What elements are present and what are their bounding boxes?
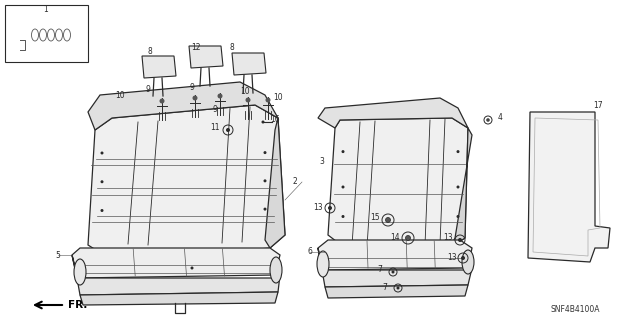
Circle shape xyxy=(159,99,164,103)
Polygon shape xyxy=(318,98,468,128)
Text: 6: 6 xyxy=(308,248,312,256)
Polygon shape xyxy=(232,53,266,75)
Text: 3: 3 xyxy=(319,158,324,167)
Circle shape xyxy=(461,256,465,260)
Text: 8: 8 xyxy=(230,43,234,53)
Polygon shape xyxy=(72,248,280,278)
Polygon shape xyxy=(189,46,223,68)
Text: 9: 9 xyxy=(189,84,195,93)
Circle shape xyxy=(456,215,460,218)
Text: 12: 12 xyxy=(191,43,201,53)
Circle shape xyxy=(392,271,394,273)
Circle shape xyxy=(264,208,266,211)
Circle shape xyxy=(193,95,198,100)
Circle shape xyxy=(264,179,266,182)
Polygon shape xyxy=(450,128,472,248)
Polygon shape xyxy=(88,105,285,262)
Circle shape xyxy=(342,215,344,218)
Ellipse shape xyxy=(462,250,474,274)
Polygon shape xyxy=(318,248,472,287)
Circle shape xyxy=(342,150,344,153)
Polygon shape xyxy=(528,112,610,262)
Circle shape xyxy=(100,180,104,183)
Text: 15: 15 xyxy=(370,213,380,222)
Circle shape xyxy=(218,93,223,99)
Circle shape xyxy=(246,98,250,102)
Text: 17: 17 xyxy=(593,100,603,109)
Polygon shape xyxy=(325,285,468,298)
Circle shape xyxy=(328,206,332,210)
Circle shape xyxy=(458,238,462,242)
Text: 16: 16 xyxy=(270,115,280,124)
Text: 13: 13 xyxy=(447,254,457,263)
Ellipse shape xyxy=(74,259,86,285)
Circle shape xyxy=(385,218,390,222)
Circle shape xyxy=(342,186,344,189)
Polygon shape xyxy=(265,118,285,248)
Text: 5: 5 xyxy=(56,250,60,259)
Text: 11: 11 xyxy=(211,123,220,132)
Text: 14: 14 xyxy=(390,233,400,241)
Circle shape xyxy=(456,150,460,153)
Text: 1: 1 xyxy=(44,5,49,14)
Text: 7: 7 xyxy=(383,283,387,292)
Polygon shape xyxy=(72,255,280,295)
Polygon shape xyxy=(318,240,472,270)
Circle shape xyxy=(266,98,271,102)
Text: 2: 2 xyxy=(292,177,298,187)
Circle shape xyxy=(262,121,264,123)
Text: FR.: FR. xyxy=(68,300,88,310)
Circle shape xyxy=(191,266,193,270)
Text: 13: 13 xyxy=(443,234,453,242)
Text: SNF4B4100A: SNF4B4100A xyxy=(550,306,600,315)
Circle shape xyxy=(397,286,399,290)
Circle shape xyxy=(486,118,490,122)
Text: 4: 4 xyxy=(497,114,502,122)
Ellipse shape xyxy=(317,251,329,277)
Text: 10: 10 xyxy=(240,87,250,97)
Polygon shape xyxy=(88,82,278,130)
Polygon shape xyxy=(328,118,468,248)
Circle shape xyxy=(264,151,266,154)
Text: 10: 10 xyxy=(273,93,283,101)
Text: 13: 13 xyxy=(313,203,323,211)
Circle shape xyxy=(100,152,104,154)
Circle shape xyxy=(226,128,230,132)
Polygon shape xyxy=(142,56,176,78)
Circle shape xyxy=(406,235,410,241)
Circle shape xyxy=(100,209,104,212)
Text: 8: 8 xyxy=(148,48,152,56)
Circle shape xyxy=(456,186,460,189)
Text: 9: 9 xyxy=(212,106,218,115)
Text: 10: 10 xyxy=(115,91,125,100)
Text: 7: 7 xyxy=(378,265,383,275)
Polygon shape xyxy=(80,292,278,305)
Text: 9: 9 xyxy=(145,85,150,94)
Ellipse shape xyxy=(270,257,282,283)
